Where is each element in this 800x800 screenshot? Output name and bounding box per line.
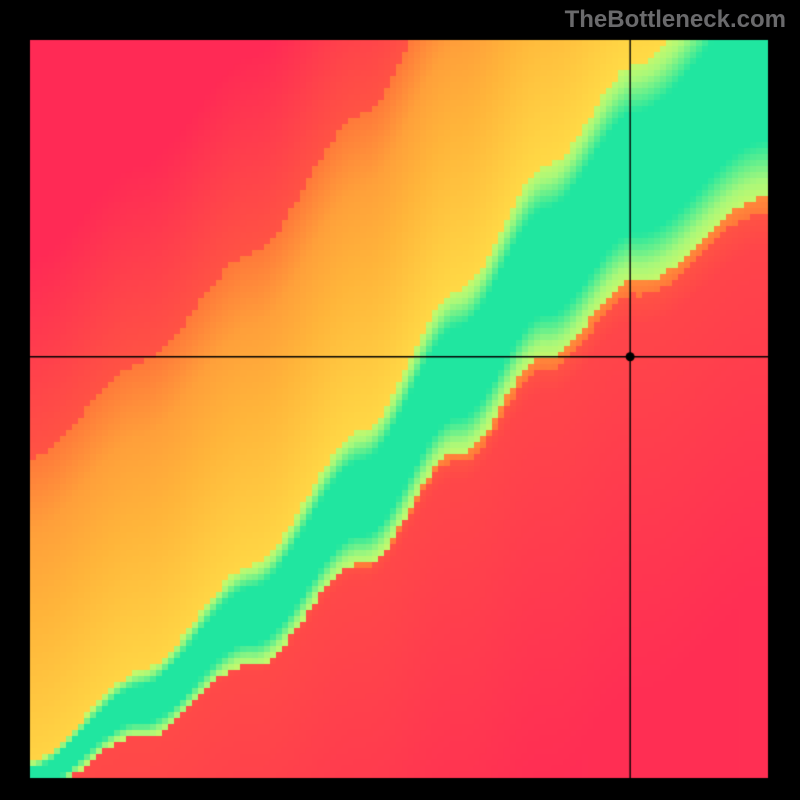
bottleneck-heatmap [0, 0, 800, 800]
watermark-text: TheBottleneck.com [565, 6, 786, 34]
